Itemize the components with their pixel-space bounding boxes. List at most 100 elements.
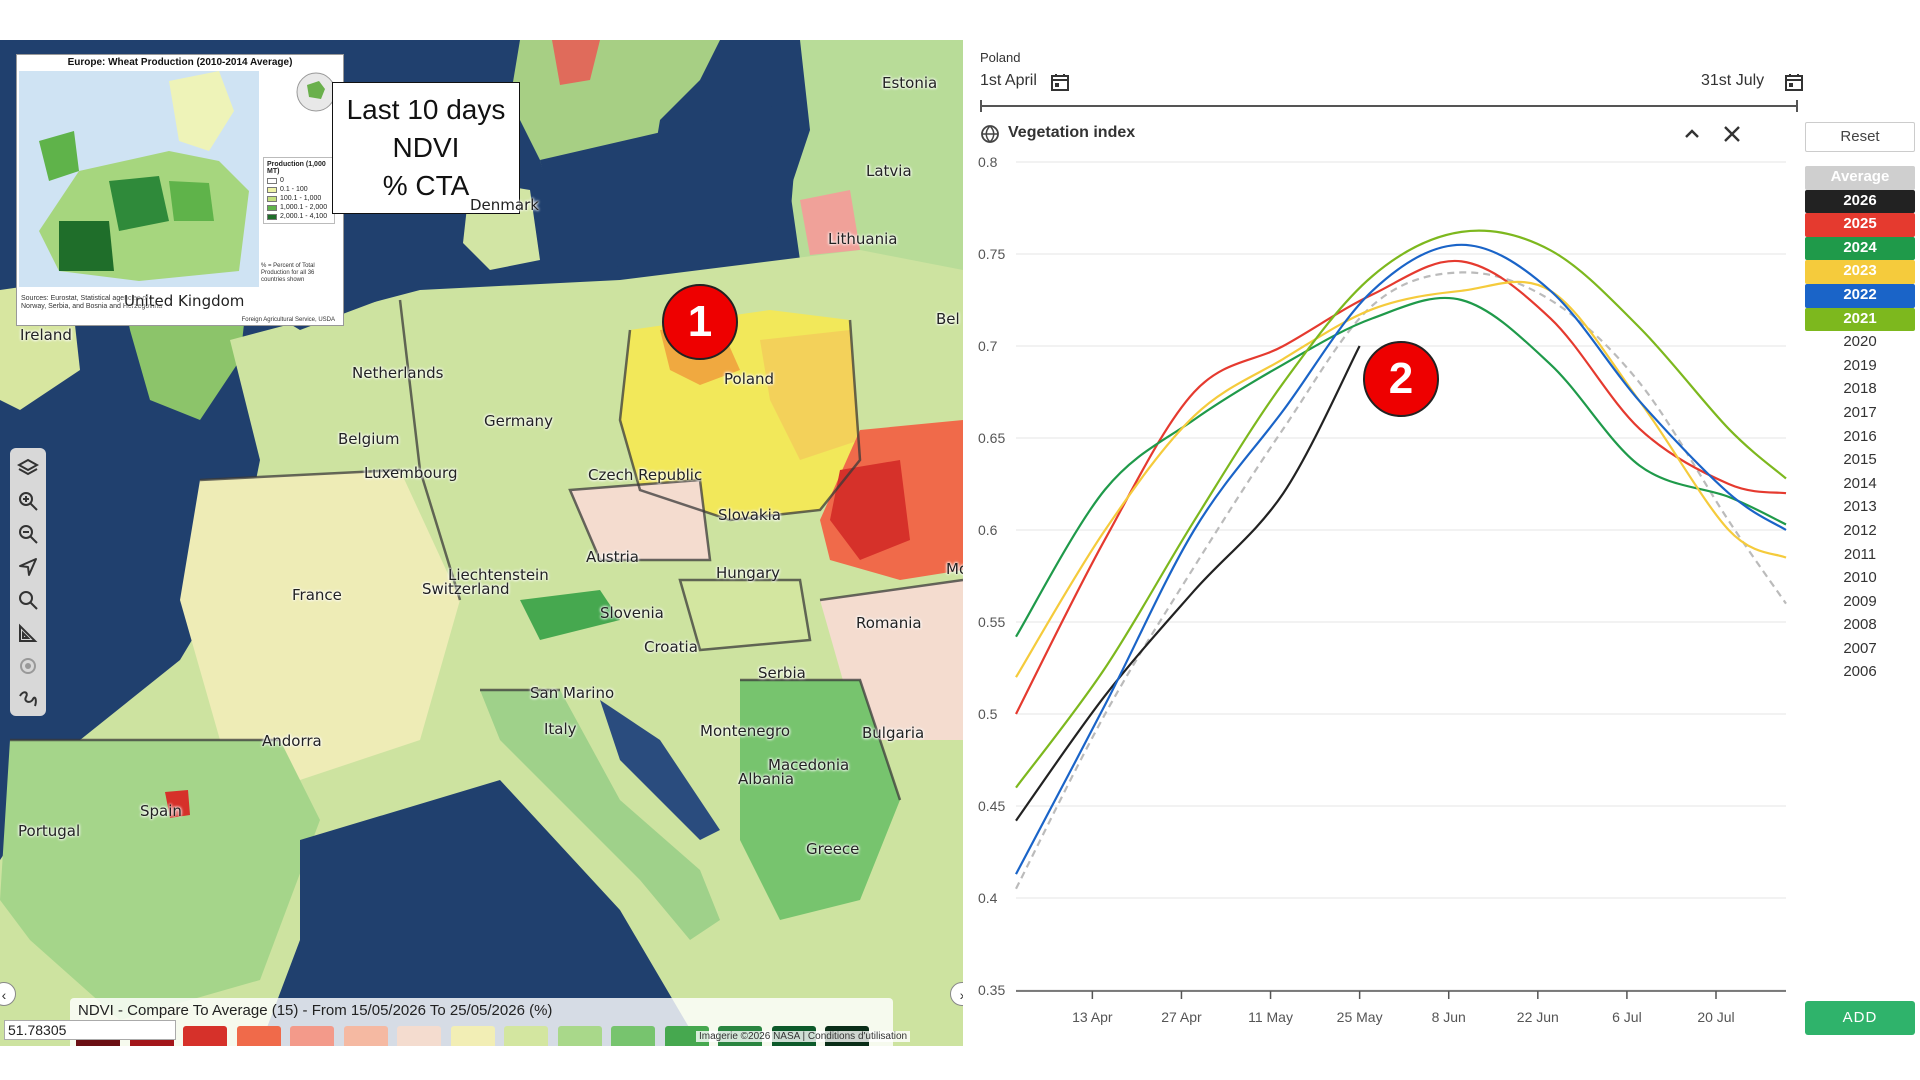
reset-button[interactable]: Reset xyxy=(1805,122,1915,152)
label-slovenia: Slovenia xyxy=(600,604,664,622)
series-line-2021 xyxy=(1015,229,1787,789)
label-portugal: Portugal xyxy=(18,822,81,840)
navigate-icon[interactable] xyxy=(14,553,42,580)
year-toggle-2014[interactable]: 2014 xyxy=(1843,474,1877,492)
year-toggle-2013[interactable]: 2013 xyxy=(1843,498,1877,516)
year-toggle-2024[interactable]: 2024 xyxy=(1805,236,1915,261)
land-norway-red xyxy=(552,40,600,85)
year-toggle-average[interactable]: Average xyxy=(1805,166,1915,190)
label-france: France xyxy=(292,586,342,604)
year-toggle-2007[interactable]: 2007 xyxy=(1843,639,1877,657)
callout-line-2: NDVI xyxy=(392,132,460,163)
end-date[interactable]: 31st July xyxy=(1701,72,1765,89)
locate-icon[interactable] xyxy=(14,652,42,679)
inset-legend-label: 0 xyxy=(280,177,284,184)
inset-legend-swatch xyxy=(267,195,277,202)
label-poland: Poland xyxy=(724,370,775,388)
year-toggle-2021[interactable]: 2021 xyxy=(1805,307,1915,332)
inset-title: Europe: Wheat Production (2010-2014 Aver… xyxy=(67,57,293,68)
year-toggle-2011[interactable]: 2011 xyxy=(1843,545,1877,563)
inset-legend-label: 2,000.1 - 4,100 xyxy=(280,213,328,220)
year-toggle-2017[interactable]: 2017 xyxy=(1843,403,1877,421)
chart-series xyxy=(1015,229,1787,890)
label-macedonia: Macedonia xyxy=(768,756,850,774)
date-range-slider[interactable] xyxy=(980,105,1798,107)
inset-legend-item: 1,000.1 - 2,000 xyxy=(267,204,331,211)
year-toggle-2026[interactable]: 2026 xyxy=(1805,189,1915,214)
calendar-start-icon[interactable] xyxy=(1050,72,1070,92)
ndvi-legend-swatch xyxy=(290,1026,334,1046)
inset-legend-rows: 0 0.1 - 100 100.1 - 1,000 1,000.1 - 2,000 2,… xyxy=(267,177,331,220)
series-line-average xyxy=(1015,271,1787,890)
map-view[interactable]: Europe: Wheat Production (2010-2014 Aver… xyxy=(0,40,963,1046)
sea-baltic xyxy=(540,100,800,270)
inset-legend-swatch xyxy=(267,177,277,184)
year-toggle-2018[interactable]: 2018 xyxy=(1843,380,1877,398)
year-toggle-2015[interactable]: 2015 xyxy=(1843,451,1877,469)
ndvi-legend-swatch xyxy=(397,1026,441,1046)
x-tick-label: 11 May xyxy=(1248,1009,1293,1025)
y-tick-label: 0.65 xyxy=(978,430,1005,446)
zoom-out-icon[interactable] xyxy=(14,520,42,547)
ndvi-callout-box: Last 10 days NDVI % CTA xyxy=(332,82,520,214)
label-bel: Bel xyxy=(936,310,960,328)
label-serbia: Serbia xyxy=(758,664,806,682)
land-ukraine-darkred xyxy=(830,460,910,560)
range-end-handle[interactable] xyxy=(1796,100,1798,112)
ndvi-legend-swatch xyxy=(343,1026,388,1046)
land-iberia-red xyxy=(165,790,190,818)
series-line-2026 xyxy=(1015,345,1361,822)
year-toggle-2010[interactable]: 2010 xyxy=(1843,569,1877,587)
close-icon[interactable] xyxy=(1720,122,1744,146)
year-toggle-2023[interactable]: 2023 xyxy=(1805,260,1915,284)
label-andorra: Andorra xyxy=(262,732,322,750)
search-icon[interactable] xyxy=(14,586,42,613)
inset-legend-item: 0.1 - 100 xyxy=(267,186,331,193)
label-estonia: Estonia xyxy=(882,74,938,92)
callout-line-3: % CTA xyxy=(382,170,470,201)
land-baltics-red xyxy=(800,190,860,255)
inset-map-image xyxy=(19,71,259,287)
year-toggle-2009[interactable]: 2009 xyxy=(1843,592,1877,610)
year-toggle-2006[interactable]: 2006 xyxy=(1843,663,1877,681)
inset-legend-swatch xyxy=(267,204,277,211)
calendar-end-icon[interactable] xyxy=(1784,72,1804,92)
series-line-2023 xyxy=(1015,280,1787,678)
year-toggle-2016[interactable]: 2016 xyxy=(1843,427,1877,445)
year-toggle-2019[interactable]: 2019 xyxy=(1843,356,1877,374)
inset-legend-item: 2,000.1 - 4,100 xyxy=(267,213,331,220)
year-toggle-2008[interactable]: 2008 xyxy=(1843,616,1877,634)
label-latvia: Latvia xyxy=(866,162,912,180)
year-toggle-2020[interactable]: 2020 xyxy=(1843,333,1877,351)
annotation-marker-1: 1 xyxy=(662,284,738,360)
add-button[interactable]: ADD xyxy=(1805,1001,1915,1035)
inset-legend-label: 0.1 - 100 xyxy=(280,186,308,193)
label-bulgaria: Bulgaria xyxy=(862,724,925,742)
year-toggle-2025[interactable]: 2025 xyxy=(1805,213,1915,237)
x-tick-label: 27 Apr xyxy=(1161,1009,1202,1025)
year-toggle-2022[interactable]: 2022 xyxy=(1805,283,1915,308)
index-globe-icon xyxy=(981,125,999,144)
zoom-in-icon[interactable] xyxy=(14,487,42,514)
x-tick-label: 13 Apr xyxy=(1072,1009,1113,1025)
start-date[interactable]: 1st April xyxy=(980,72,1037,89)
label-italy: Italy xyxy=(544,720,577,738)
measure-icon[interactable] xyxy=(14,619,42,646)
inset-legend-item: 100.1 - 1,000 xyxy=(267,195,331,202)
y-tick-label: 0.75 xyxy=(978,246,1005,262)
ndvi-legend-swatch xyxy=(611,1026,655,1046)
inset-source: Sources: Eurostat, Statistical agencies … xyxy=(21,295,163,310)
ndvi-legend-swatch xyxy=(504,1026,548,1046)
inset-legend: Production (1,000 MT) 0 0.1 - 100 100.1 - … xyxy=(263,157,335,224)
label-croatia: Croatia xyxy=(644,638,698,656)
land-czech xyxy=(570,480,710,560)
year-toggle-2012[interactable]: 2012 xyxy=(1843,521,1877,539)
range-start-handle[interactable] xyxy=(980,100,982,112)
map-attribution[interactable]: Imagerie ©2026 NASA | Conditions d'utili… xyxy=(696,1031,911,1042)
layers-icon[interactable] xyxy=(14,454,42,481)
land-alps xyxy=(520,590,620,640)
chevron-up-icon[interactable] xyxy=(1680,122,1704,146)
sea-med xyxy=(260,780,700,1046)
draw-icon[interactable] xyxy=(14,685,42,712)
label-san-marino: San Marino xyxy=(530,684,615,702)
